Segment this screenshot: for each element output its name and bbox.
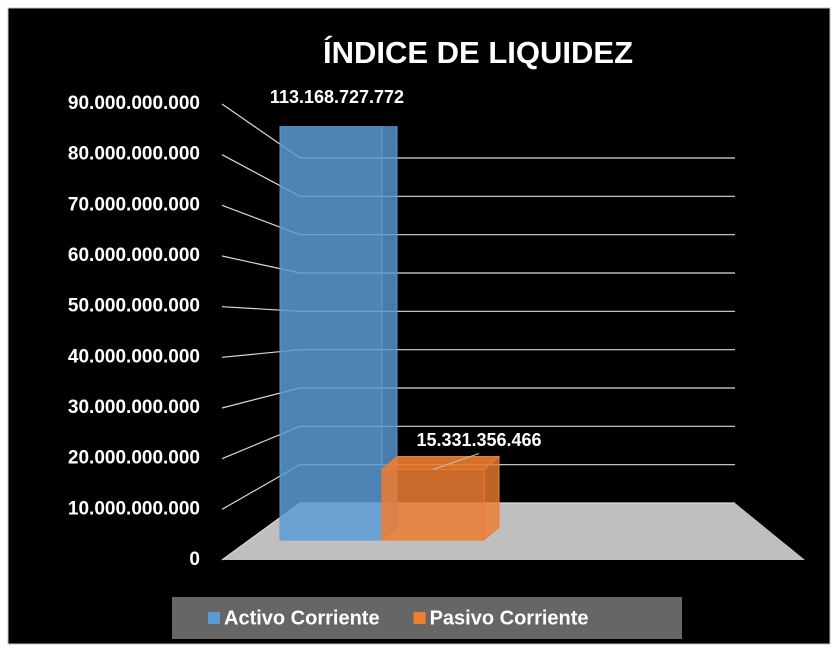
y-tick-label: 40.000.000.000 xyxy=(68,346,200,367)
legend xyxy=(172,597,682,639)
y-tick-label: 70.000.000.000 xyxy=(68,194,200,215)
bar-side xyxy=(483,455,500,542)
y-tick-label: 10.000.000.000 xyxy=(68,498,200,519)
legend-label: Pasivo Corriente xyxy=(430,607,589,629)
legend-swatch xyxy=(208,612,220,624)
bar xyxy=(279,126,383,541)
bar-top xyxy=(380,455,501,470)
y-tick-label: 60.000.000.000 xyxy=(68,245,200,266)
bars xyxy=(279,126,501,542)
y-tick-label: 20.000.000.000 xyxy=(68,448,200,469)
leader-line xyxy=(432,453,480,470)
data-label: 113.168.727.772 xyxy=(270,87,404,107)
chart-title: ÍNDICE DE LIQUIDEZ xyxy=(323,35,633,70)
y-tick-label: 50.000.000.000 xyxy=(68,296,200,317)
y-tick-label: 0 xyxy=(189,549,200,570)
legend-label: Activo Corriente xyxy=(224,607,380,629)
y-tick-label: 30.000.000.000 xyxy=(68,397,200,418)
bar xyxy=(381,468,485,541)
y-tick-label: 80.000.000.000 xyxy=(68,144,200,165)
y-tick-label: 90.000.000.000 xyxy=(68,93,200,114)
data-label: 15.331.356.466 xyxy=(416,430,541,450)
legend-swatch xyxy=(413,612,426,624)
